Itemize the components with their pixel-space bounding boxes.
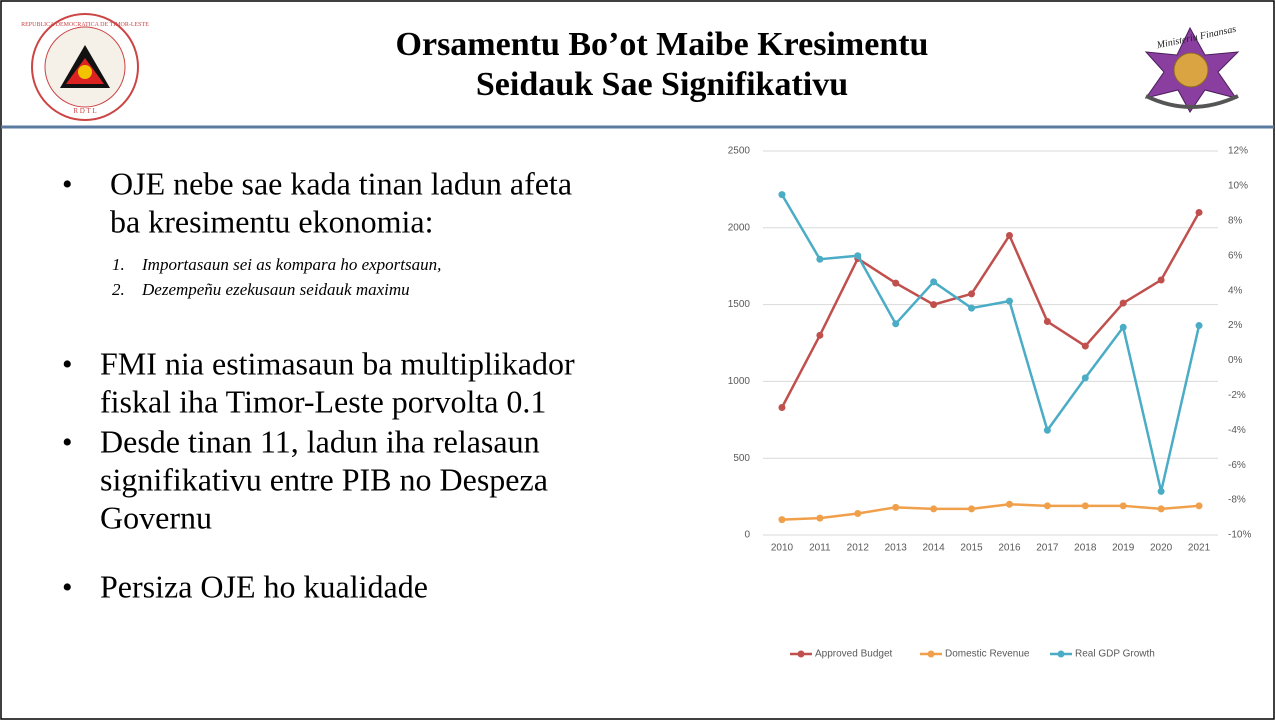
y2-tick-label: -8% (1228, 495, 1246, 506)
point (968, 304, 976, 312)
point (816, 514, 824, 522)
y-tick-label: 1500 (728, 299, 751, 310)
bullet-line: fiskal iha Timor-Leste porvolta 0.1 (100, 383, 546, 419)
point (892, 320, 900, 328)
point (892, 503, 900, 511)
legend-marker (1057, 650, 1065, 658)
logo-text: R D T L (73, 107, 96, 115)
point (1195, 322, 1203, 330)
x-tick-label: 2019 (1112, 543, 1135, 554)
bullet-line: OJE nebe sae kada tinan ladun afeta (110, 165, 572, 201)
point (930, 278, 938, 286)
bullet-dot: • (62, 426, 73, 459)
y-tick-label: 500 (733, 453, 750, 464)
bullet-dot: • (62, 348, 73, 381)
point (1005, 500, 1013, 508)
point (1081, 374, 1089, 382)
point (1043, 317, 1051, 325)
point (1195, 502, 1203, 510)
y2-tick-label: 10% (1228, 181, 1248, 192)
y2-tick-label: -10% (1228, 530, 1251, 541)
x-tick-label: 2013 (885, 543, 908, 554)
y2-tick-label: 6% (1228, 250, 1243, 261)
bullet-line: Desde tinan 11, ladun iha relasaun (100, 423, 540, 459)
legend-label: Real GDP Growth (1075, 649, 1155, 660)
bullet-line: Persiza OJE ho kualidade (100, 568, 428, 604)
point (930, 301, 938, 309)
bullet-dot: • (62, 571, 73, 604)
title-line: Orsamentu Bo’ot Maibe Kresimentu (396, 26, 929, 63)
series-line (780, 211, 1201, 409)
point (892, 279, 900, 287)
point (930, 505, 938, 513)
y-tick-label: 1000 (728, 376, 751, 387)
y-tick-label: 2000 (728, 222, 751, 233)
point (1043, 502, 1051, 510)
series-line (781, 503, 1200, 521)
point (1119, 323, 1127, 331)
bullet-line: FMI nia estimasaun ba multiplikador (100, 345, 575, 381)
legend-marker (797, 650, 805, 658)
legend-label: Domestic Revenue (945, 649, 1030, 660)
point (778, 191, 786, 199)
bullet-dot: • (62, 168, 73, 201)
point (1119, 502, 1127, 510)
x-tick-label: 2014 (923, 543, 946, 554)
point (1081, 502, 1089, 510)
point (1081, 342, 1089, 350)
point (1157, 487, 1165, 495)
point (1195, 208, 1203, 216)
legend-marker (927, 650, 935, 658)
point (778, 516, 786, 524)
left-logo: REPUBLICA DEMOCRATICA DE TIMOR-LESTE R D… (21, 13, 149, 121)
point (1119, 299, 1127, 307)
item-number: 1. (112, 255, 125, 274)
point (816, 255, 824, 263)
x-tick-label: 2020 (1150, 543, 1173, 554)
bullet-line: Governu (100, 499, 212, 535)
y2-tick-label: 12% (1228, 146, 1248, 157)
x-tick-label: 2015 (960, 543, 983, 554)
y-tick-label: 2500 (728, 146, 751, 157)
x-tick-label: 2018 (1074, 543, 1097, 554)
x-tick-label: 2017 (1036, 543, 1059, 554)
point (968, 290, 976, 298)
y2-tick-label: 2% (1228, 320, 1243, 331)
y-tick-label: 0 (744, 530, 750, 541)
sub-item: Dezempeñu ezekusaun seidauk maximu (141, 280, 410, 299)
sub-item: Importasaun sei as kompara ho exportsaun… (141, 255, 441, 274)
x-tick-label: 2016 (998, 543, 1021, 554)
point (854, 252, 862, 260)
point (1005, 231, 1013, 239)
x-tick-label: 2010 (771, 543, 794, 554)
point (1157, 276, 1165, 284)
logo-text: REPUBLICA DEMOCRATICA DE TIMOR-LESTE (21, 22, 149, 28)
x-tick-label: 2011 (809, 543, 831, 554)
point (778, 404, 786, 412)
y2-tick-label: -2% (1228, 390, 1246, 401)
title-line: Seidauk Sae Signifikativu (476, 66, 848, 103)
item-number: 2. (112, 280, 125, 299)
x-tick-label: 2021 (1188, 543, 1211, 554)
point (1157, 505, 1165, 513)
point (1005, 297, 1013, 305)
chart: 0 500 1000 1500 2000 2500 -10% -8% -6% -4% -2% 0% 2%… (728, 146, 1252, 660)
point (1043, 426, 1051, 434)
point (968, 505, 976, 513)
y2-tick-label: -4% (1228, 425, 1246, 436)
point (854, 509, 862, 517)
y2-tick-label: 0% (1228, 355, 1243, 366)
bullet-line: signifikativu entre PIB no Despeza (100, 461, 548, 497)
series-line (780, 194, 1201, 492)
y2-tick-label: 8% (1228, 215, 1243, 226)
x-tick-label: 2012 (847, 543, 870, 554)
point (816, 331, 824, 339)
y2-tick-label: -6% (1228, 460, 1246, 471)
bullet-line: ba kresimentu ekonomia: (110, 203, 433, 239)
y2-tick-label: 4% (1228, 285, 1243, 296)
legend-label: Approved Budget (815, 649, 893, 660)
